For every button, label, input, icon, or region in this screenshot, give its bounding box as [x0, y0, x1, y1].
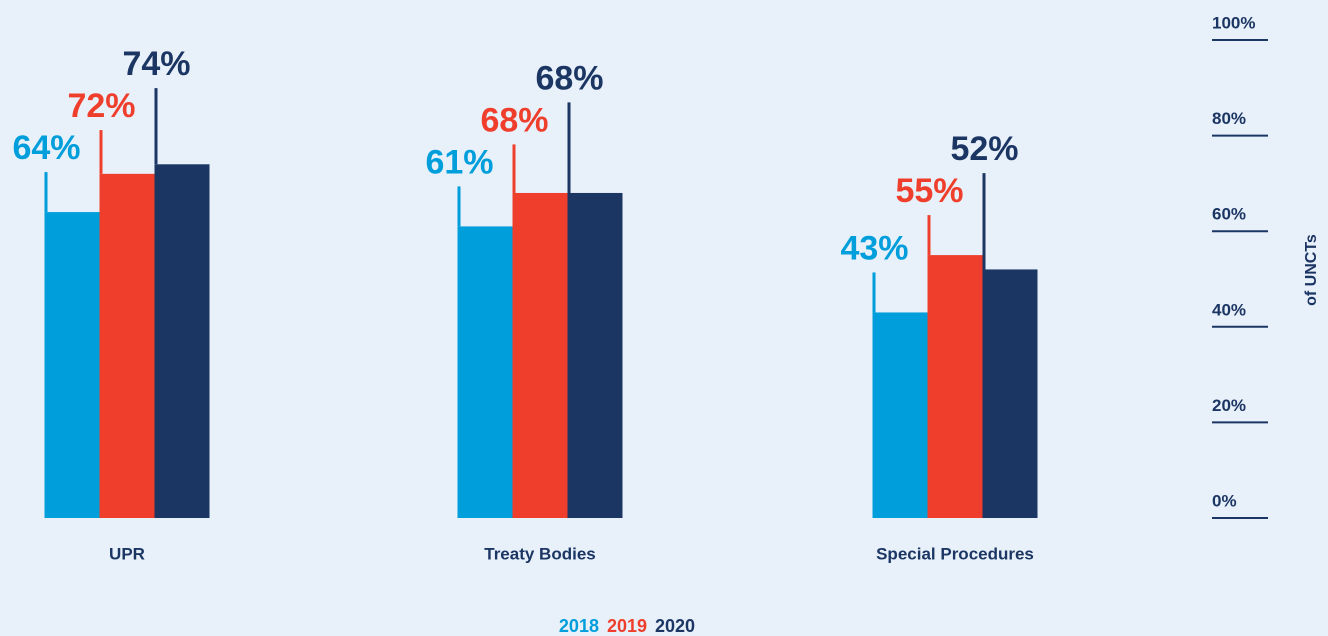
y-tick-label: 20%: [1212, 396, 1246, 415]
legend-entry: 2020: [655, 616, 695, 636]
legend-entry: 2018: [559, 616, 599, 636]
x-tick-label: Treaty Bodies: [484, 544, 596, 563]
value-label: 61%: [425, 143, 493, 181]
value-label: 68%: [535, 59, 603, 97]
bar: [567, 192, 623, 518]
bar: [99, 173, 155, 518]
value-label: 72%: [67, 87, 135, 125]
x-tick-label: Special Procedures: [876, 544, 1034, 563]
x-tick-label: UPR: [109, 544, 145, 563]
legend: 2018 2019 2020: [559, 616, 695, 636]
bar: [44, 212, 100, 518]
value-label: 68%: [480, 101, 548, 139]
bar: [457, 226, 513, 519]
value-label: 43%: [840, 229, 908, 267]
legend-entry: 2019: [607, 616, 647, 636]
y-tick-label: 60%: [1212, 205, 1246, 224]
bar: [927, 255, 983, 518]
value-label: 64%: [12, 129, 80, 167]
y-axis-label: of UNCTs: [1303, 234, 1320, 306]
bar: [512, 192, 568, 518]
y-tick-label: 0%: [1212, 491, 1237, 510]
value-label: 52%: [950, 130, 1018, 168]
value-label: 74%: [122, 45, 190, 83]
y-tick-label: 40%: [1212, 300, 1246, 319]
bar: [982, 269, 1038, 518]
y-tick-label: 80%: [1212, 109, 1246, 128]
value-label: 55%: [895, 172, 963, 210]
y-tick-label: 100%: [1212, 13, 1255, 32]
bar: [154, 164, 210, 518]
bar: [872, 312, 928, 518]
